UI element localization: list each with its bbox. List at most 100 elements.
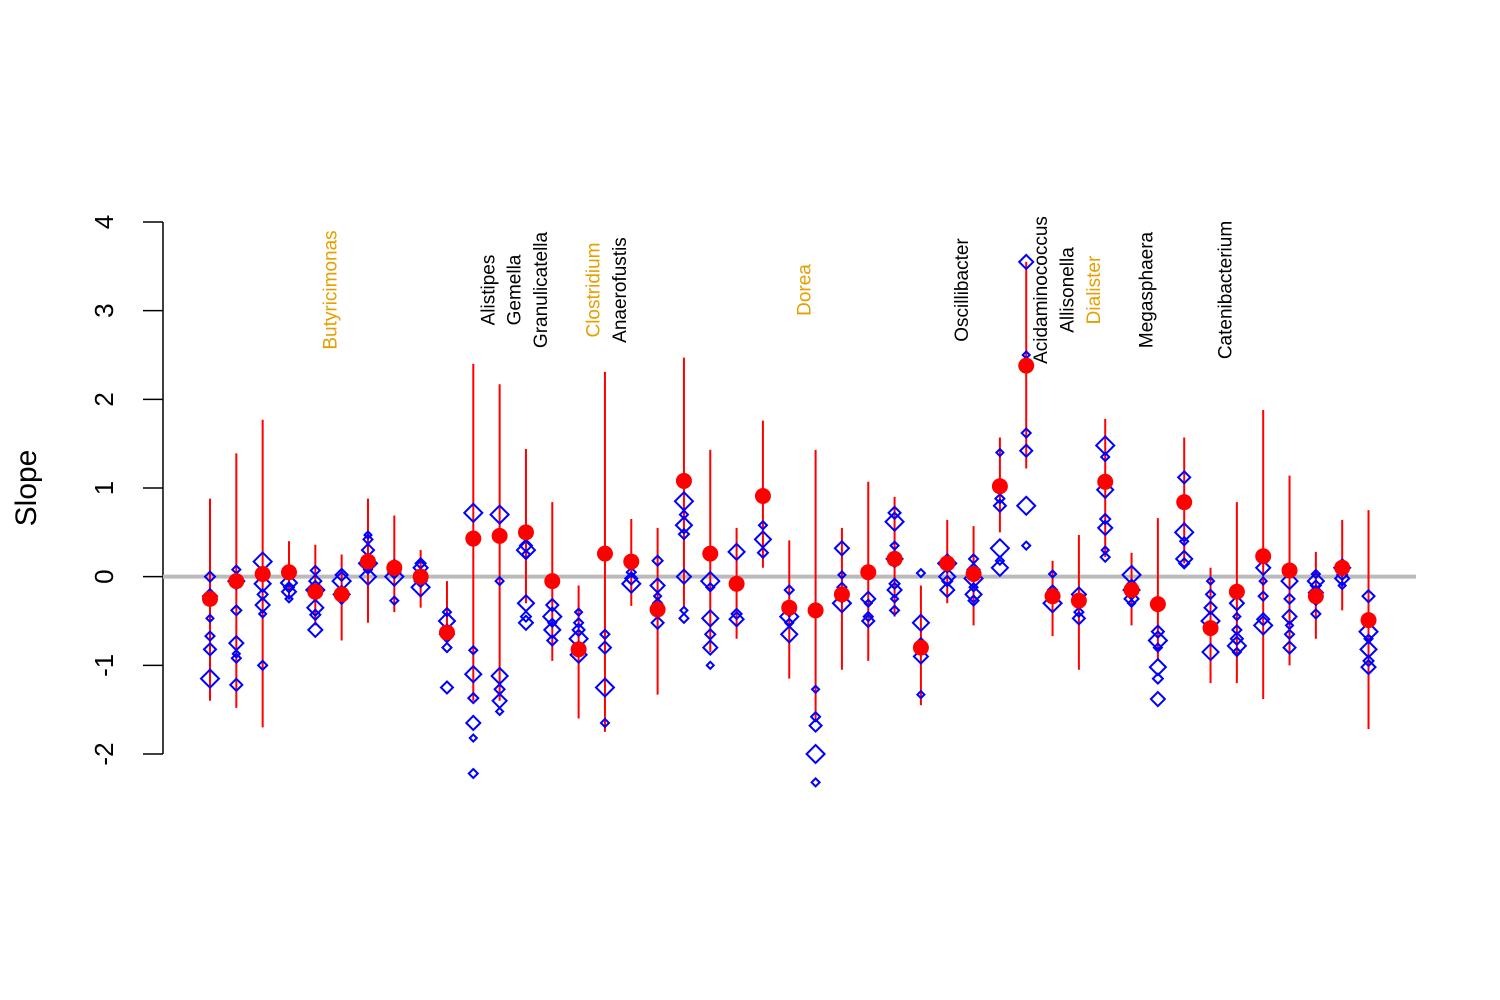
- individual-diamond: [705, 660, 716, 671]
- genus-label: Allisonella: [1058, 247, 1079, 333]
- estimate-dot: [333, 586, 350, 603]
- individual-diamond: [675, 568, 693, 586]
- individual-diamond: [728, 610, 746, 628]
- individual-diamond: [756, 546, 770, 560]
- individual-diamond: [205, 613, 215, 624]
- individual-diamond: [1252, 615, 1274, 636]
- estimate-dot: [1018, 357, 1035, 374]
- individual-diamond: [779, 624, 799, 644]
- genus-label: Anaerofustis: [610, 237, 631, 343]
- individual-diamond: [229, 603, 243, 617]
- genus-label: Megasphaera: [1137, 231, 1158, 348]
- individual-diamond: [1204, 588, 1217, 601]
- estimate-dot: [596, 545, 613, 562]
- estimate-dot: [1149, 596, 1166, 613]
- individual-diamond: [1362, 654, 1375, 668]
- estimate-dot: [1097, 473, 1114, 490]
- individual-diamond: [1020, 540, 1032, 552]
- individual-diamond: [1255, 611, 1271, 627]
- individual-diamond: [545, 634, 559, 647]
- individual-diamond: [441, 606, 453, 618]
- estimate-dot: [807, 602, 824, 619]
- estimate-dot: [675, 472, 692, 489]
- individual-diamond: [279, 573, 299, 593]
- individual-diamond: [463, 664, 483, 684]
- individual-diamond: [254, 596, 272, 614]
- y-tick-label: -1: [89, 654, 119, 677]
- individual-diamond: [491, 692, 509, 710]
- estimate-dot: [412, 568, 429, 585]
- individual-diamond: [994, 447, 1005, 458]
- individual-diamond: [414, 556, 428, 570]
- individual-diamond: [1100, 545, 1111, 555]
- individual-diamond: [1201, 642, 1220, 662]
- individual-diamond: [652, 591, 663, 602]
- individual-diamond: [778, 606, 800, 627]
- individual-diamond: [810, 684, 821, 695]
- estimate-dot: [754, 487, 771, 504]
- individual-diamond: [810, 776, 822, 788]
- individual-diamond: [805, 743, 827, 765]
- individual-diamond: [859, 590, 877, 608]
- individual-diamond: [466, 691, 480, 705]
- individual-diamond: [1257, 590, 1270, 603]
- individual-diamond: [256, 659, 269, 672]
- individual-diamond: [888, 577, 901, 591]
- individual-diamond: [1282, 640, 1297, 656]
- estimate-dot: [1070, 592, 1087, 609]
- individual-diamond: [620, 573, 642, 595]
- y-axis: -2 -1 0 1 2 3 4: [89, 215, 164, 766]
- individual-diamond: [1230, 623, 1243, 636]
- individual-diamond: [1258, 576, 1269, 587]
- estimate-dot: [886, 550, 903, 567]
- individual-diamond: [1283, 592, 1296, 606]
- individual-diamond: [1226, 635, 1248, 657]
- individual-diamond: [1071, 610, 1087, 626]
- individual-diamond: [1310, 568, 1322, 580]
- individual-diamond: [730, 607, 744, 621]
- individual-diamond: [597, 640, 613, 656]
- individual-diamond: [678, 509, 690, 521]
- estimate-dot: [1360, 612, 1377, 629]
- individual-diamond: [202, 641, 218, 657]
- individual-diamond: [467, 644, 479, 656]
- individual-diamond: [1280, 571, 1299, 591]
- individual-diamond: [1150, 624, 1166, 640]
- y-axis-title: Slope: [10, 450, 43, 527]
- genus-label: Oscillibacter: [952, 238, 973, 342]
- individual-diamond: [912, 648, 930, 665]
- individual-diamond: [1360, 658, 1377, 676]
- individual-diamond: [753, 530, 773, 549]
- individual-diamond: [1094, 435, 1116, 456]
- individual-diamond: [518, 538, 534, 554]
- individual-diamond: [915, 689, 926, 700]
- individual-diamond: [256, 587, 270, 601]
- estimate-dot: [833, 586, 850, 603]
- estimate-dot: [781, 599, 798, 616]
- individual-diamond: [517, 614, 535, 632]
- individual-diamond: [441, 641, 453, 654]
- estimate-dot: [307, 583, 324, 600]
- estimate-dot: [254, 566, 271, 583]
- individual-diamond: [889, 593, 900, 604]
- individual-diamond: [383, 566, 405, 588]
- estimate-dot: [1228, 583, 1245, 600]
- individual-diamond: [1072, 606, 1085, 619]
- y-tick-label: -2: [89, 742, 119, 765]
- individual-diamond: [783, 584, 796, 596]
- individual-diamond: [677, 527, 691, 541]
- genus-label: Acidaminococcus: [1031, 216, 1052, 364]
- individual-diamond: [1205, 576, 1216, 587]
- individual-diamond: [993, 492, 1006, 505]
- individual-diamond: [358, 567, 378, 587]
- individual-diamond: [886, 581, 903, 599]
- genus-label: Butyricimonas: [320, 230, 341, 349]
- estimate-dot: [202, 590, 218, 607]
- individual-diamond: [994, 555, 1006, 567]
- individual-diamonds: [199, 253, 1379, 788]
- individual-diamond: [623, 571, 639, 586]
- y-tick-label: 2: [89, 392, 119, 406]
- estimate-dot: [1176, 494, 1193, 511]
- individual-diamond: [673, 490, 695, 512]
